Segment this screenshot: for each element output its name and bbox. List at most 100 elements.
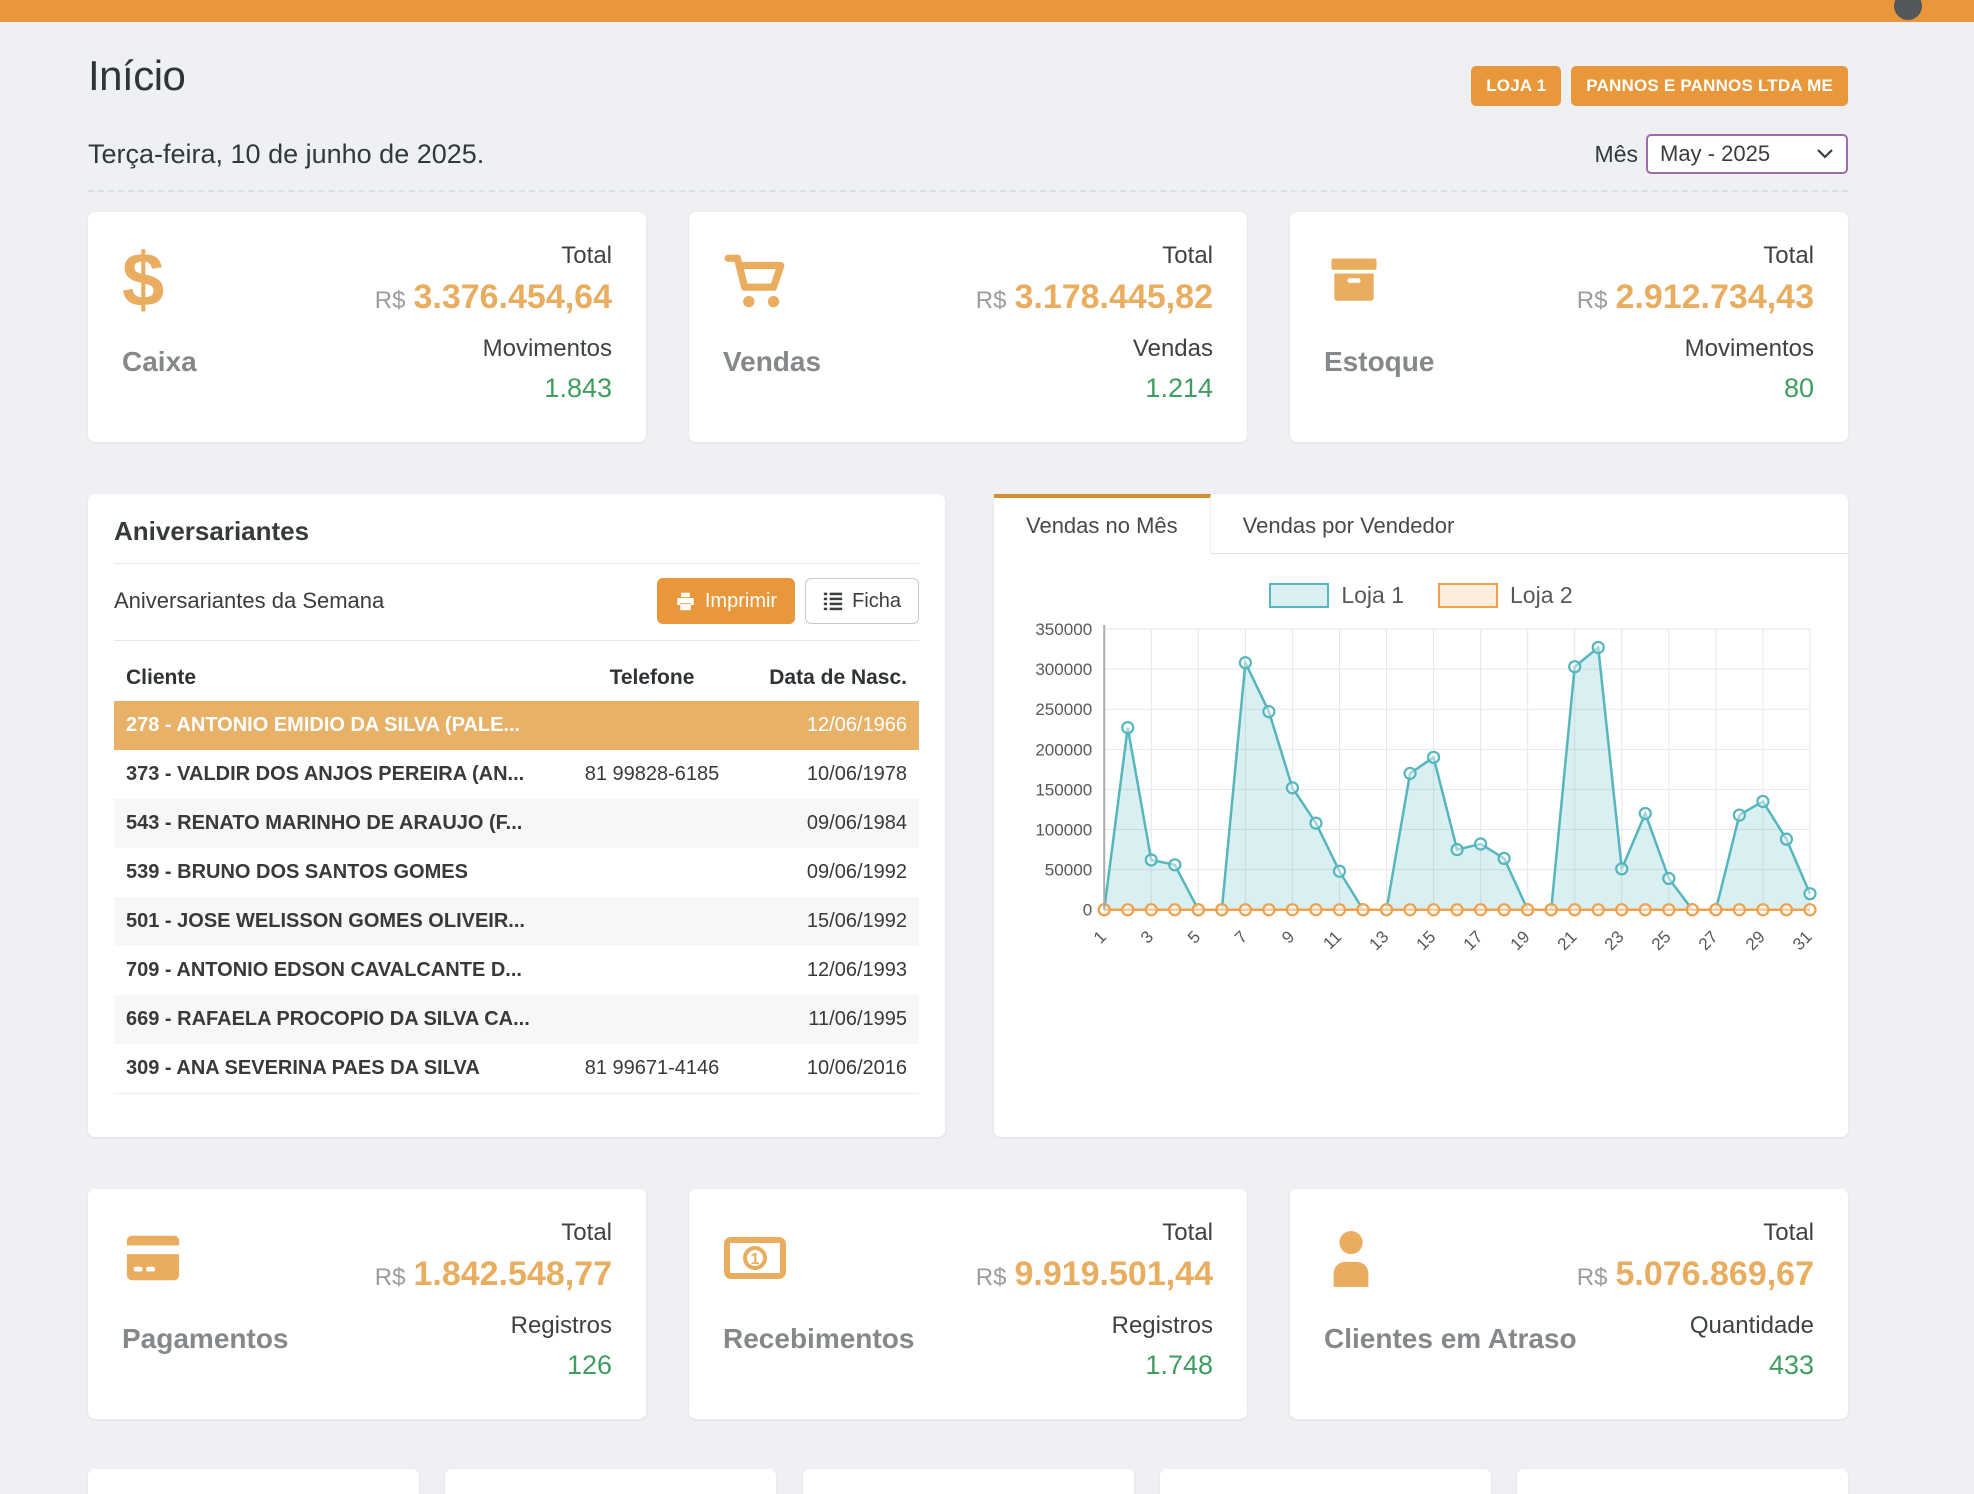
card-title: Pagamentos [122, 1323, 289, 1355]
svg-text:13: 13 [1366, 927, 1393, 954]
svg-text:31: 31 [1789, 927, 1816, 954]
total-label: Total [1162, 242, 1213, 270]
dashed-divider [88, 190, 1848, 192]
clientes-em-atraso-card: Clientes em Atraso Total R$ 5.076.869,67… [1290, 1189, 1848, 1419]
dashboard-page: Início LOJA 1 PANNOS E PANNOS LTDA ME Te… [0, 22, 1974, 1494]
total-label: Total [561, 1219, 612, 1247]
dollar-icon: $ [122, 242, 197, 320]
table-row[interactable]: 309 - ANA SEVERINA PAES DA SILVA 81 9967… [114, 1044, 919, 1093]
currency: R$ [1577, 287, 1608, 315]
svg-text:50000: 50000 [1045, 861, 1092, 880]
table-row[interactable]: 709 - ANTONIO EDSON CAVALCANTE D... 12/0… [114, 946, 919, 995]
legend-swatch-loja-1 [1269, 583, 1329, 608]
vendas-card: Vendas Total R$ 3.178.445,82 Vendas 1.21… [689, 212, 1247, 442]
count-value: 1.748 [1145, 1350, 1213, 1381]
pagamentos-card: Pagamentos Total R$ 1.842.548,77 Registr… [88, 1189, 646, 1419]
card-title: Caixa [122, 346, 197, 378]
current-date: Terça-feira, 10 de junho de 2025. [88, 139, 484, 170]
tab-vendas-no-mes[interactable]: Vendas no Mês [994, 494, 1211, 554]
estoque-card: Estoque Total R$ 2.912.734,43 Movimentos… [1290, 212, 1848, 442]
birthdays-title: Aniversariantes [114, 516, 919, 564]
svg-text:5: 5 [1184, 927, 1204, 947]
card-title: Recebimentos [723, 1323, 914, 1355]
table-row[interactable]: 543 - RENATO MARINHO DE ARAUJO (F... 09/… [114, 799, 919, 848]
total-label: Total [1763, 1219, 1814, 1247]
count-label: Registros [511, 1312, 612, 1340]
user-avatar[interactable] [1894, 0, 1922, 20]
store-badges: LOJA 1 PANNOS E PANNOS LTDA ME [1471, 66, 1848, 106]
usuarios-card: Usuários [1160, 1469, 1491, 1494]
total-label: Total [1763, 242, 1814, 270]
svg-text:9: 9 [1278, 927, 1298, 947]
total-label: Total [561, 242, 612, 270]
footer-cards-row: Clientes Produtos Fornecedores Usuários … [88, 1469, 1848, 1494]
svg-text:250000: 250000 [1035, 700, 1092, 719]
table-row[interactable]: 501 - JOSE WELISSON GOMES OLIVEIR... 15/… [114, 897, 919, 946]
svg-text:29: 29 [1742, 927, 1769, 954]
person-icon [1324, 1219, 1577, 1297]
chart-tabs: Vendas no Mês Vendas por Vendedor [994, 494, 1848, 554]
count-label: Vendas [1133, 335, 1213, 363]
tab-vendas-por-vendedor[interactable]: Vendas por Vendedor [1211, 494, 1487, 554]
birthdays-panel: Aniversariantes Aniversariantes da Seman… [88, 494, 945, 1137]
count-value: 126 [567, 1350, 612, 1381]
svg-text:200000: 200000 [1035, 740, 1092, 759]
svg-text:350000: 350000 [1035, 620, 1092, 639]
svg-text:19: 19 [1507, 927, 1534, 954]
total-label: Total [1162, 1219, 1213, 1247]
date-row: Terça-feira, 10 de junho de 2025. Mês Ma… [88, 134, 1848, 174]
svg-text:15: 15 [1413, 927, 1440, 954]
ficha-button[interactable]: Ficha [805, 578, 919, 624]
sales-chart-panel: Vendas no Mês Vendas por Vendedor Loja 1… [994, 494, 1848, 1137]
currency: R$ [375, 287, 406, 315]
count-value: 1.843 [544, 373, 612, 404]
svg-text:1: 1 [1090, 927, 1110, 947]
total-value: 1.842.548,77 [413, 1255, 612, 1294]
count-value: 1.214 [1145, 373, 1213, 404]
box-icon [1324, 242, 1434, 320]
sales-area-chart: 0500001000001500002000002500003000003500… [1020, 619, 1822, 997]
middle-row: Aniversariantes Aniversariantes da Seman… [88, 494, 1848, 1137]
total-value: 9.919.501,44 [1014, 1255, 1213, 1294]
bottom-cards-row: Pagamentos Total R$ 1.842.548,77 Registr… [88, 1189, 1848, 1419]
count-label: Movimentos [1685, 335, 1814, 363]
printer-icon [675, 591, 696, 612]
vendedores-card: Vendedores [1517, 1469, 1848, 1494]
svg-text:11: 11 [1319, 927, 1345, 953]
currency: R$ [375, 1264, 406, 1292]
top-navigation-bar [0, 0, 1974, 22]
currency: R$ [976, 1264, 1007, 1292]
count-label: Quantidade [1690, 1312, 1814, 1340]
legend-loja-2[interactable]: Loja 2 [1438, 582, 1573, 609]
table-row[interactable]: 669 - RAFAELA PROCOPIO DA SILVA CA... 11… [114, 995, 919, 1044]
total-value: 2.912.734,43 [1615, 278, 1814, 317]
caixa-card: $ Caixa Total R$ 3.376.454,64 Movimentos… [88, 212, 646, 442]
month-picker: Mês May - 2025 [1595, 134, 1848, 174]
page-header: Início LOJA 1 PANNOS E PANNOS LTDA ME [88, 38, 1848, 124]
currency: R$ [976, 287, 1007, 315]
count-value: 433 [1769, 1350, 1814, 1381]
count-label: Registros [1112, 1312, 1213, 1340]
card-title: Vendas [723, 346, 821, 378]
clientes-card: Clientes [88, 1469, 419, 1494]
svg-text:27: 27 [1695, 927, 1722, 954]
fornecedores-card: Fornecedores [803, 1469, 1134, 1494]
chart-legend: Loja 1 Loja 2 [1020, 582, 1822, 609]
count-value: 80 [1784, 373, 1814, 404]
store-badge[interactable]: LOJA 1 [1471, 66, 1561, 106]
month-select[interactable]: May - 2025 [1646, 134, 1848, 174]
table-row[interactable]: 373 - VALDIR DOS ANJOS PEREIRA (AN... 81… [114, 750, 919, 799]
legend-loja-1[interactable]: Loja 1 [1269, 582, 1404, 609]
table-row[interactable]: 278 - ANTONIO EMIDIO DA SILVA (PALE... 1… [114, 701, 919, 750]
svg-text:25: 25 [1648, 927, 1675, 954]
svg-text:1: 1 [751, 1251, 760, 1268]
svg-text:21: 21 [1554, 927, 1581, 954]
table-row[interactable]: 539 - BRUNO DOS SANTOS GOMES 09/06/1992 [114, 848, 919, 897]
currency: R$ [1577, 1264, 1608, 1292]
svg-text:7: 7 [1231, 927, 1251, 947]
produtos-card: Produtos [445, 1469, 776, 1494]
list-icon [823, 591, 843, 611]
company-badge[interactable]: PANNOS E PANNOS LTDA ME [1571, 66, 1848, 106]
print-button[interactable]: Imprimir [657, 578, 795, 624]
chevron-down-icon [1816, 148, 1834, 160]
